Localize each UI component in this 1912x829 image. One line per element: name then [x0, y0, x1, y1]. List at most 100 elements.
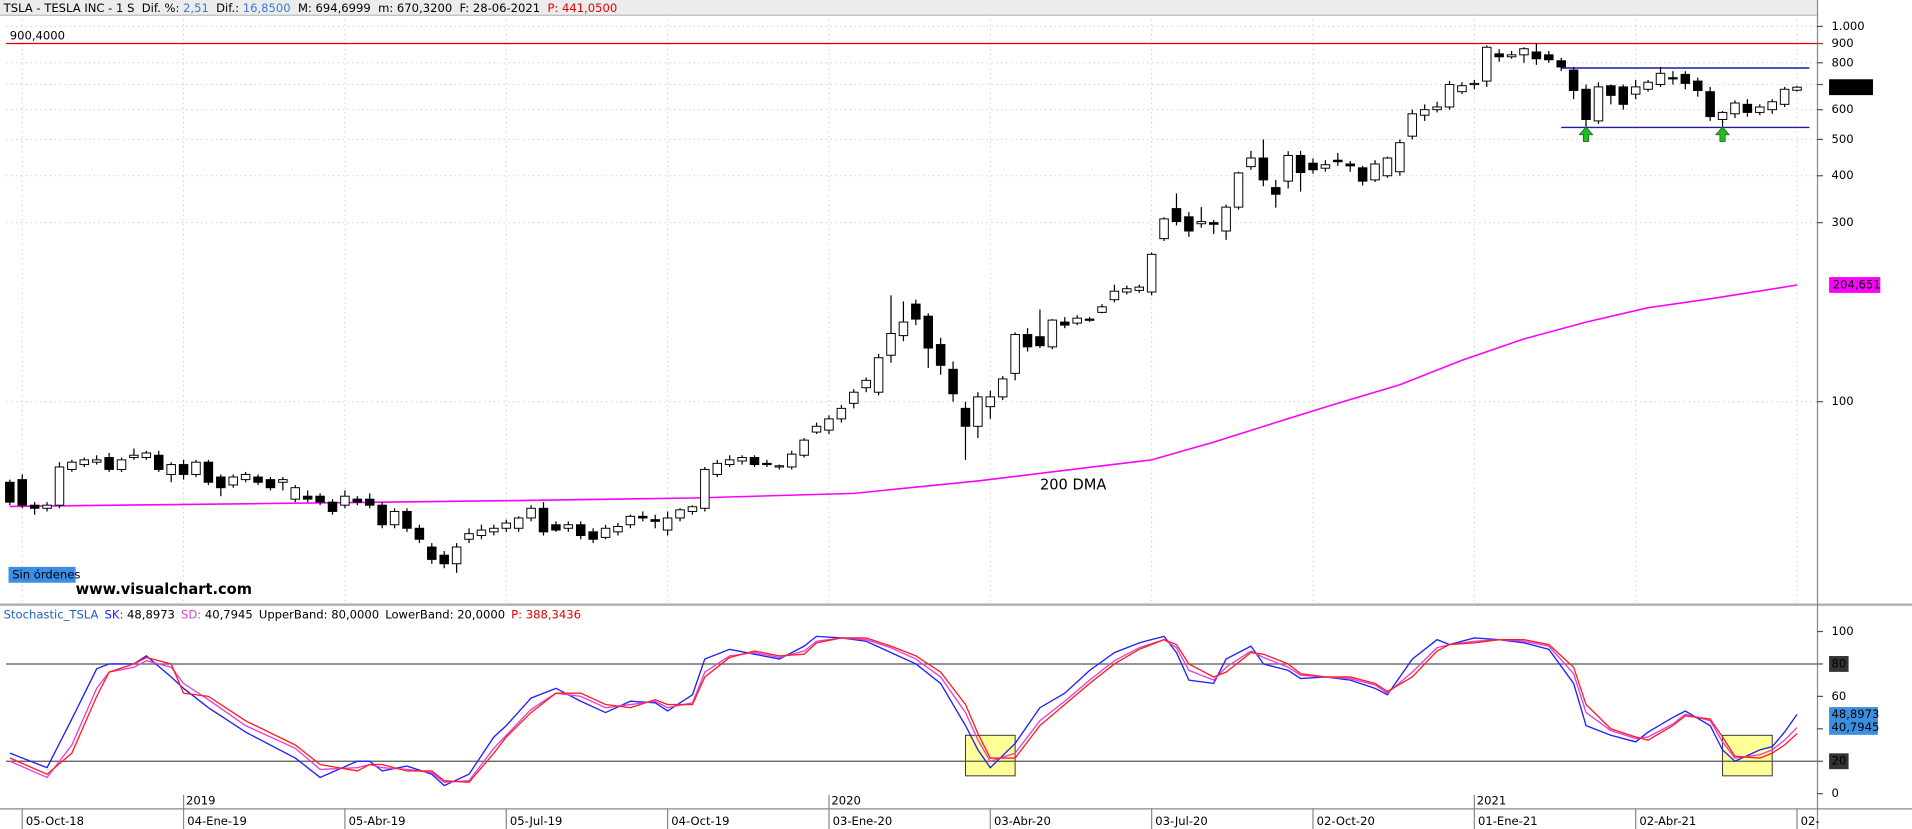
candle-body — [1208, 222, 1219, 225]
stat-value: 2,51 — [183, 0, 209, 14]
candle-body — [1432, 106, 1442, 111]
candle-body — [1084, 318, 1095, 321]
candle-body — [873, 357, 884, 393]
x-tick-label: 02- — [1801, 814, 1820, 828]
candle-body — [166, 464, 176, 475]
y-tick-label: 900 — [1832, 36, 1854, 50]
x-tick-label: 02-Abr-21 — [1639, 814, 1696, 828]
candle-body — [774, 465, 785, 468]
candle-body — [501, 522, 512, 529]
candle-body — [1333, 159, 1343, 163]
candle-body — [1568, 69, 1579, 91]
candle-body — [1184, 216, 1194, 232]
candle-body — [1643, 81, 1653, 90]
candle-body — [104, 457, 114, 470]
candle-body — [575, 524, 586, 537]
candle-body — [1730, 102, 1740, 115]
x-tick-label: 05-Abr-19 — [349, 814, 406, 828]
dma-line — [9, 284, 1798, 508]
candle-body — [1159, 218, 1169, 240]
candle-body — [563, 524, 574, 529]
candle-body — [849, 391, 859, 404]
stochastic-line — [9, 637, 1798, 783]
stat-label: P: — [547, 0, 558, 14]
candle-body — [476, 529, 487, 537]
candle-body — [712, 462, 723, 475]
candle-body — [1481, 46, 1492, 82]
candle-body — [1221, 206, 1231, 232]
candle-body — [427, 546, 437, 560]
candle-body — [5, 481, 15, 503]
candle-body — [253, 476, 263, 483]
candle-body — [1271, 187, 1281, 195]
candle-body — [1233, 172, 1244, 208]
stat-label: M: — [298, 0, 312, 14]
y-tick-label: 100 — [1832, 394, 1854, 408]
candle-body — [923, 315, 934, 349]
candle-body — [1767, 101, 1777, 111]
candle-body — [513, 517, 524, 529]
candle-body — [327, 501, 338, 512]
candle-body — [762, 462, 772, 466]
stat-label: Dif.: — [216, 0, 239, 14]
candle-body — [1134, 286, 1144, 291]
stat-value: 28-06-2021 — [473, 0, 540, 14]
x-tick-label: 05-Jul-19 — [510, 814, 562, 828]
value-box — [1829, 707, 1878, 722]
candle-body — [1295, 154, 1306, 174]
band-tick-box — [1829, 656, 1849, 672]
candle-body — [1010, 334, 1020, 374]
x-tick-label: 03-Ene-20 — [833, 814, 893, 828]
band-value: 80,0000 — [331, 607, 379, 621]
candle-body — [1606, 85, 1616, 96]
candle-body — [1506, 54, 1517, 58]
candle-body — [451, 546, 462, 565]
x-tick-label: 05-Oct-18 — [26, 814, 84, 828]
candle-body — [861, 379, 871, 389]
candle-body — [997, 378, 1008, 398]
candle-body — [315, 495, 325, 503]
y-tick-label: 80 — [1832, 656, 1847, 670]
candle-body — [625, 515, 636, 526]
candle-body — [1457, 85, 1467, 93]
year-label: 2019 — [186, 793, 215, 807]
y-tick-label: 1.000 — [1832, 19, 1865, 33]
orders-label: Sin órdenes — [12, 567, 80, 581]
candle-body — [662, 517, 673, 531]
candle-body — [935, 344, 946, 366]
candle-body — [824, 418, 834, 431]
stochastic-title: Stochastic_TSLA — [4, 607, 99, 621]
legend-value: 40,7945 — [205, 607, 253, 621]
candle-body — [42, 504, 52, 509]
candle-body — [240, 473, 251, 481]
candle-body — [377, 504, 387, 526]
candle-body — [1370, 163, 1380, 181]
candle-body — [613, 526, 623, 533]
candle-body — [290, 487, 301, 500]
candle-body — [1283, 154, 1293, 182]
candle-body — [687, 506, 698, 512]
stat-value: 670,3200 — [397, 0, 452, 14]
candle-body — [1097, 306, 1107, 313]
candle-body — [91, 459, 102, 463]
candle-body — [1122, 288, 1132, 293]
candle-body — [985, 396, 996, 408]
candle-body — [588, 531, 598, 540]
candle-body — [1618, 86, 1629, 105]
candle-body — [1494, 53, 1504, 58]
candle-body — [1022, 334, 1033, 348]
candle-body — [675, 509, 685, 519]
watermark: www.visualchart.com — [76, 581, 252, 598]
candle-body — [1072, 317, 1082, 324]
x-tick-label: 03-Abr-20 — [994, 814, 1051, 828]
candle-body — [600, 527, 611, 538]
dma-value-label: 204,651 — [1833, 277, 1881, 291]
candle-body — [1692, 80, 1703, 91]
candle-body — [1109, 290, 1120, 301]
candle-body — [526, 507, 536, 519]
stat-value: 441,0500 — [562, 0, 617, 14]
candle-body — [700, 468, 710, 509]
candle-body — [464, 533, 474, 540]
last-price-label: 688,72 — [1833, 80, 1874, 94]
candle-body — [265, 479, 276, 489]
